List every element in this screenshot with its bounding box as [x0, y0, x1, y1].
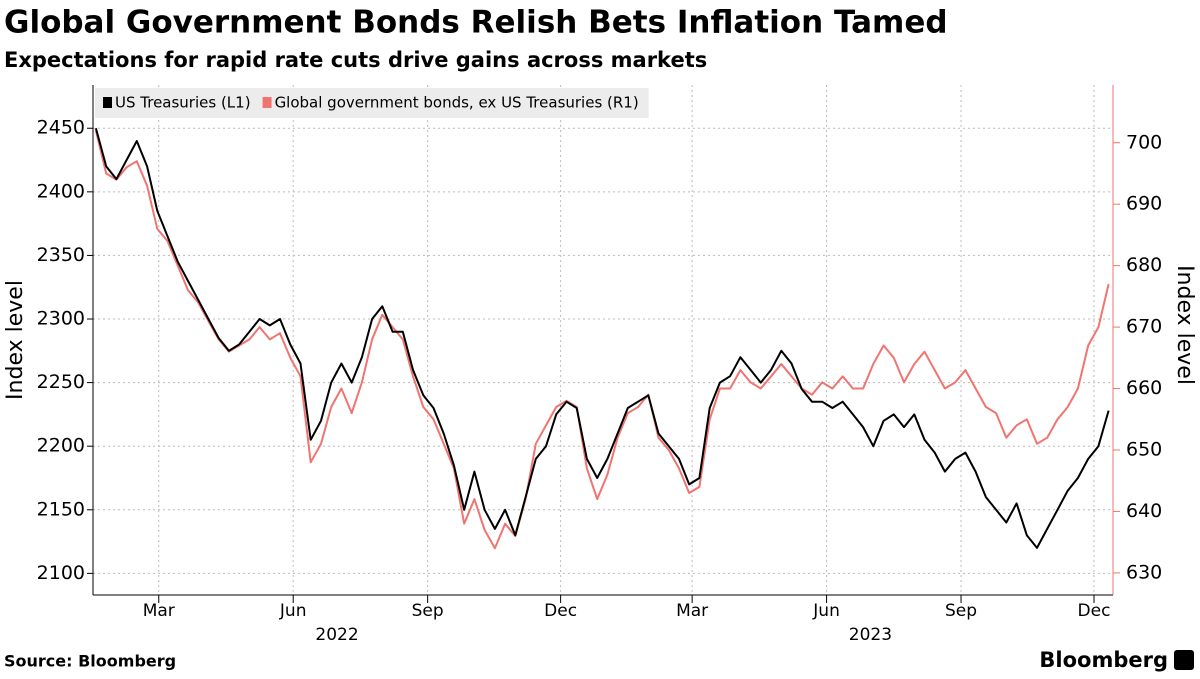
y-tick-label: 2400	[37, 180, 85, 202]
y2-tick-label: 650	[1126, 438, 1162, 460]
y-tick-label: 2200	[37, 435, 85, 457]
y2-tick-label: 660	[1126, 377, 1162, 399]
series-line	[94, 130, 1110, 550]
legend-swatch	[103, 97, 112, 108]
y-tick-label: 2250	[37, 371, 85, 393]
y-tick-label: 2100	[37, 562, 85, 584]
legend-swatch	[262, 97, 272, 108]
legend-label: US Treasuries (L1)	[115, 94, 251, 112]
y2-tick-label: 680	[1126, 254, 1162, 276]
chart-subtitle: Expectations for rapid rate cuts drive g…	[4, 48, 707, 72]
x-tick-label: Mar	[676, 601, 708, 621]
y2-tick-label: 690	[1126, 193, 1162, 215]
x-tick-label: Sep	[412, 601, 444, 621]
y2-tick-label: 630	[1126, 561, 1162, 583]
y-axis-label: Index level	[3, 280, 28, 400]
x-tick-label: Jun	[812, 601, 840, 621]
x-tick-label: Dec	[1078, 601, 1111, 621]
y2-tick-label: 670	[1126, 316, 1162, 338]
y-tick-label: 2450	[37, 117, 85, 139]
x-tick-label: Jun	[279, 601, 307, 621]
x-tick-label: Dec	[544, 601, 577, 621]
brand-icon	[1174, 650, 1194, 670]
y-tick-label: 2350	[37, 244, 85, 266]
x-tick-label: Mar	[143, 601, 175, 621]
series-line	[94, 127, 1110, 549]
legend-label: Global government bonds, ex US Treasurie…	[275, 94, 639, 112]
legend-background	[95, 88, 649, 118]
y-tick-label: 2300	[37, 308, 85, 330]
year-label: 2022	[315, 625, 358, 645]
year-label: 2023	[849, 625, 892, 645]
source: Source: Bloomberg	[4, 652, 176, 671]
y2-tick-label: 700	[1126, 131, 1162, 153]
chart-title: Global Government Bonds Relish Bets Infl…	[4, 5, 948, 41]
brand: Bloomberg	[1039, 648, 1168, 672]
y2-axis-label: Index level	[1172, 265, 1197, 385]
x-tick-label: Sep	[945, 601, 977, 621]
y2-tick-label: 640	[1126, 500, 1162, 522]
y-tick-label: 2150	[37, 498, 85, 520]
